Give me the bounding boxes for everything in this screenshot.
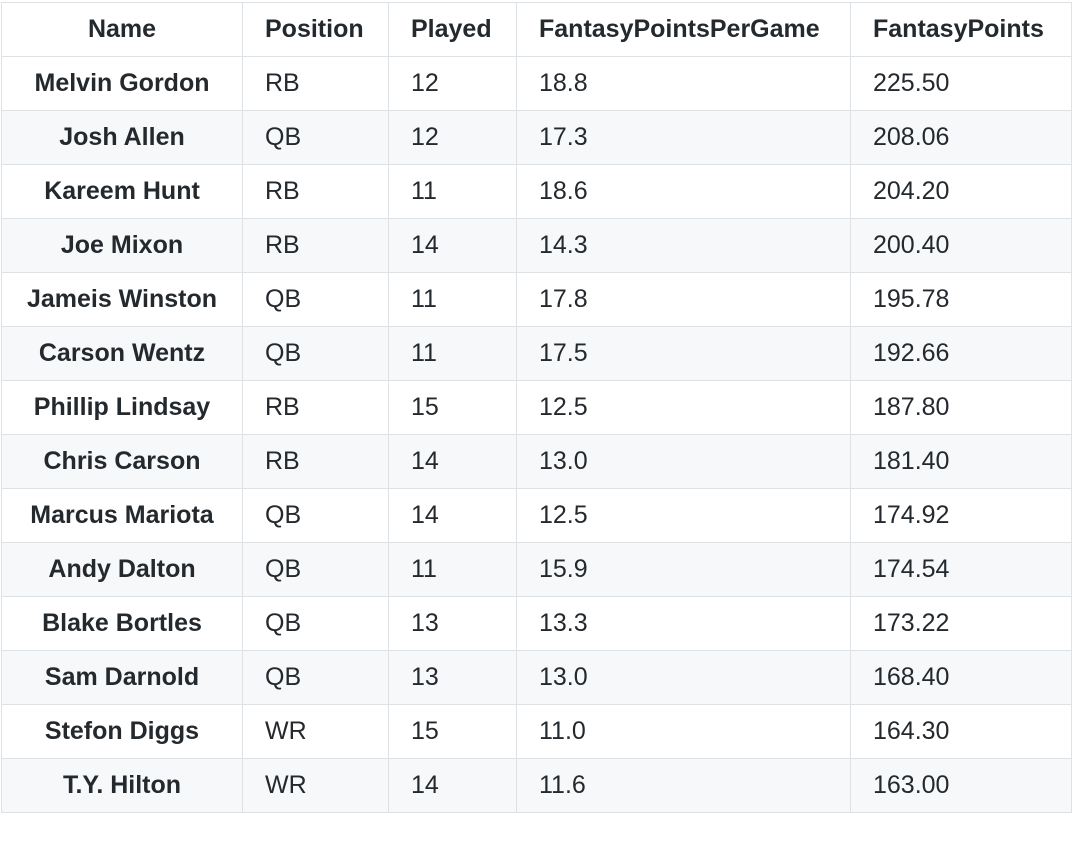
table-row: Marcus Mariota QB 14 12.5 174.92 (1, 488, 1072, 543)
cell-position: QB (242, 542, 389, 597)
cell-played: 14 (388, 218, 517, 273)
table-body: Melvin Gordon RB 12 18.8 225.50 Josh Allen QB 1… (1, 56, 1072, 813)
cell-fantasy-points: 173.22 (850, 596, 1072, 651)
cell-fantasy-points: 168.40 (850, 650, 1072, 705)
cell-position: RB (242, 380, 389, 435)
table-row: T.Y. Hilton WR 14 11.6 163.00 (1, 758, 1072, 813)
table-row: Andy Dalton QB 11 15.9 174.54 (1, 542, 1072, 597)
cell-fantasy-points-per-game: 11.0 (516, 704, 851, 759)
cell-name: Marcus Mariota (1, 488, 243, 543)
cell-position: RB (242, 56, 389, 111)
cell-position: QB (242, 650, 389, 705)
cell-name: T.Y. Hilton (1, 758, 243, 813)
header-fantasy-points-per-game: FantasyPointsPerGame (516, 2, 851, 57)
cell-name: Josh Allen (1, 110, 243, 165)
cell-position: WR (242, 704, 389, 759)
cell-fantasy-points: 225.50 (850, 56, 1072, 111)
cell-played: 11 (388, 542, 517, 597)
cell-played: 12 (388, 110, 517, 165)
cell-played: 14 (388, 488, 517, 543)
cell-name: Carson Wentz (1, 326, 243, 381)
cell-name: Andy Dalton (1, 542, 243, 597)
table-row: Carson Wentz QB 11 17.5 192.66 (1, 326, 1072, 381)
table-row: Kareem Hunt RB 11 18.6 204.20 (1, 164, 1072, 219)
cell-fantasy-points-per-game: 17.5 (516, 326, 851, 381)
cell-position: QB (242, 488, 389, 543)
cell-position: QB (242, 596, 389, 651)
cell-fantasy-points: 204.20 (850, 164, 1072, 219)
cell-name: Phillip Lindsay (1, 380, 243, 435)
cell-fantasy-points: 200.40 (850, 218, 1072, 273)
cell-played: 12 (388, 56, 517, 111)
header-position: Position (242, 2, 389, 57)
table-row: Joe Mixon RB 14 14.3 200.40 (1, 218, 1072, 273)
cell-played: 11 (388, 272, 517, 327)
table-row: Stefon Diggs WR 15 11.0 164.30 (1, 704, 1072, 759)
table-row: Jameis Winston QB 11 17.8 195.78 (1, 272, 1072, 327)
cell-played: 13 (388, 650, 517, 705)
table-row: Phillip Lindsay RB 15 12.5 187.80 (1, 380, 1072, 435)
cell-fantasy-points-per-game: 13.0 (516, 434, 851, 489)
table-row: Blake Bortles QB 13 13.3 173.22 (1, 596, 1072, 651)
cell-fantasy-points-per-game: 18.6 (516, 164, 851, 219)
cell-fantasy-points-per-game: 11.6 (516, 758, 851, 813)
cell-fantasy-points: 192.66 (850, 326, 1072, 381)
cell-fantasy-points-per-game: 14.3 (516, 218, 851, 273)
cell-played: 13 (388, 596, 517, 651)
cell-name: Stefon Diggs (1, 704, 243, 759)
cell-name: Joe Mixon (1, 218, 243, 273)
cell-fantasy-points: 164.30 (850, 704, 1072, 759)
cell-fantasy-points-per-game: 18.8 (516, 56, 851, 111)
cell-fantasy-points: 163.00 (850, 758, 1072, 813)
cell-fantasy-points: 187.80 (850, 380, 1072, 435)
cell-position: RB (242, 434, 389, 489)
table-row: Josh Allen QB 12 17.3 208.06 (1, 110, 1072, 165)
cell-fantasy-points: 174.92 (850, 488, 1072, 543)
cell-fantasy-points: 208.06 (850, 110, 1072, 165)
cell-name: Melvin Gordon (1, 56, 243, 111)
cell-fantasy-points-per-game: 17.3 (516, 110, 851, 165)
table-row: Melvin Gordon RB 12 18.8 225.50 (1, 56, 1072, 111)
cell-position: QB (242, 272, 389, 327)
cell-played: 14 (388, 434, 517, 489)
cell-name: Jameis Winston (1, 272, 243, 327)
header-name: Name (1, 2, 243, 57)
cell-fantasy-points: 181.40 (850, 434, 1072, 489)
table-row: Sam Darnold QB 13 13.0 168.40 (1, 650, 1072, 705)
header-fantasy-points: FantasyPoints (850, 2, 1072, 57)
cell-fantasy-points-per-game: 15.9 (516, 542, 851, 597)
cell-position: WR (242, 758, 389, 813)
cell-name: Sam Darnold (1, 650, 243, 705)
cell-fantasy-points: 195.78 (850, 272, 1072, 327)
cell-played: 15 (388, 380, 517, 435)
cell-played: 14 (388, 758, 517, 813)
header-row: Name Position Played FantasyPointsPerGam… (1, 2, 1072, 57)
cell-position: RB (242, 218, 389, 273)
cell-name: Blake Bortles (1, 596, 243, 651)
cell-fantasy-points-per-game: 13.0 (516, 650, 851, 705)
table-row: Chris Carson RB 14 13.0 181.40 (1, 434, 1072, 489)
table-header: Name Position Played FantasyPointsPerGam… (1, 2, 1072, 57)
cell-position: RB (242, 164, 389, 219)
cell-fantasy-points-per-game: 12.5 (516, 488, 851, 543)
cell-position: QB (242, 326, 389, 381)
cell-played: 15 (388, 704, 517, 759)
cell-name: Kareem Hunt (1, 164, 243, 219)
cell-fantasy-points-per-game: 17.8 (516, 272, 851, 327)
cell-fantasy-points: 174.54 (850, 542, 1072, 597)
cell-name: Chris Carson (1, 434, 243, 489)
cell-position: QB (242, 110, 389, 165)
fantasy-stats-table: Name Position Played FantasyPointsPerGam… (1, 2, 1072, 813)
cell-fantasy-points-per-game: 13.3 (516, 596, 851, 651)
cell-fantasy-points-per-game: 12.5 (516, 380, 851, 435)
cell-played: 11 (388, 326, 517, 381)
cell-played: 11 (388, 164, 517, 219)
header-played: Played (388, 2, 517, 57)
